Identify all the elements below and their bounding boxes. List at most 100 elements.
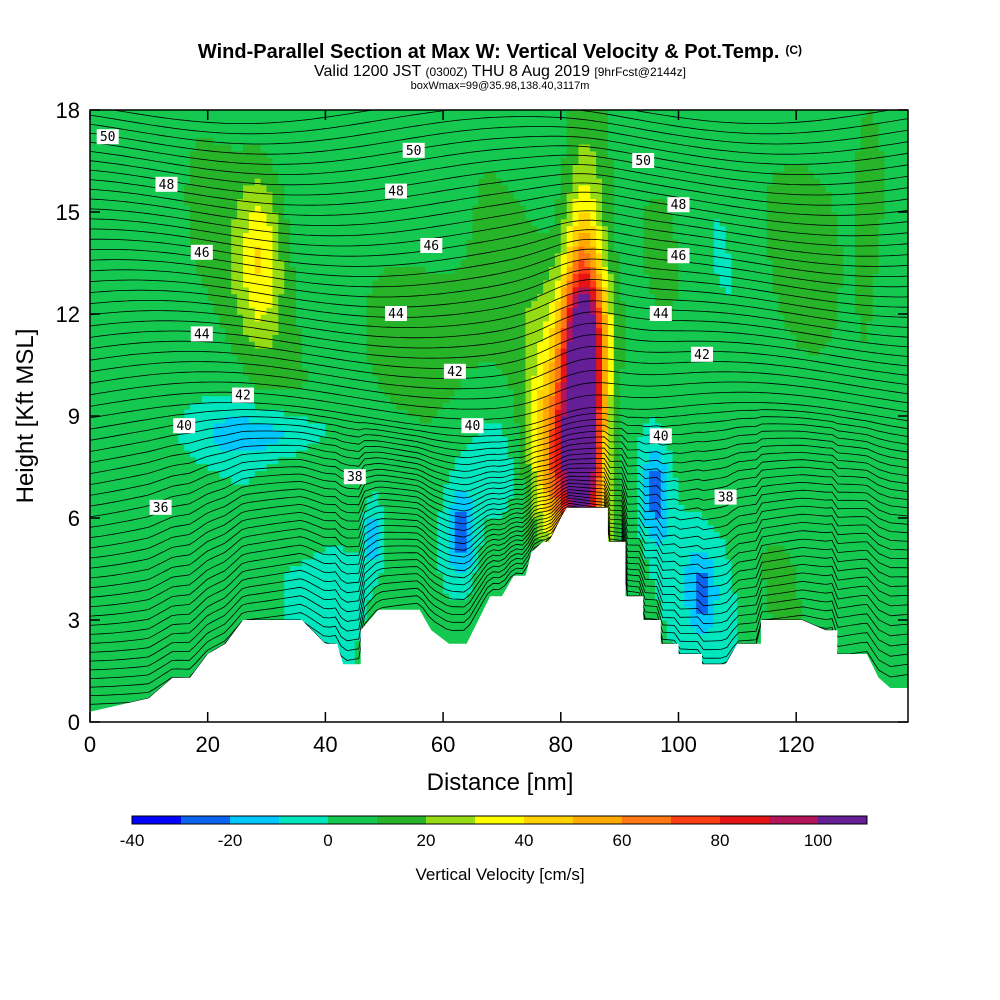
velocity-cell <box>195 137 203 274</box>
velocity-cell <box>590 314 597 471</box>
theta-contour-label: 50 <box>402 142 425 159</box>
velocity-cell <box>855 150 862 315</box>
velocity-cell <box>448 470 456 505</box>
svg-text:48: 48 <box>159 178 175 193</box>
theta-contour-label: 50 <box>632 153 655 169</box>
velocity-cell <box>484 422 491 519</box>
velocity-cell <box>713 218 721 274</box>
theta-contour-line <box>90 369 908 400</box>
velocity-cell <box>266 348 274 390</box>
velocity-cell <box>307 110 315 424</box>
y-tick-label: 3 <box>68 608 80 633</box>
velocity-cell <box>525 307 532 465</box>
velocity-cell <box>678 504 685 669</box>
svg-text:36: 36 <box>153 501 169 516</box>
y-tick-label: 0 <box>68 710 80 735</box>
velocity-cell <box>407 266 415 417</box>
velocity-cell <box>390 266 397 403</box>
velocity-cell <box>290 456 297 567</box>
velocity-cell <box>331 110 338 546</box>
velocity-cell <box>278 409 285 431</box>
velocity-cell <box>266 443 274 465</box>
velocity-cell <box>549 266 556 301</box>
velocity-cell <box>713 586 721 601</box>
velocity-cell <box>254 409 262 424</box>
velocity-cell <box>713 531 721 587</box>
velocity-cell <box>672 239 680 301</box>
velocity-cell <box>301 110 309 369</box>
velocity-cell <box>566 225 574 247</box>
velocity-cell <box>684 511 691 567</box>
velocity-cell <box>831 212 838 329</box>
chart-subtitle-box: boxWmax=99@35.98,138.40,3117m <box>411 80 590 92</box>
theta-contour-line <box>90 173 908 206</box>
velocity-cell <box>572 198 580 227</box>
velocity-cell <box>537 511 544 539</box>
theta-contour-line <box>90 442 908 485</box>
velocity-cell <box>654 110 662 199</box>
velocity-cell <box>219 110 226 145</box>
svg-text:44: 44 <box>388 307 404 322</box>
theta-contour-line <box>90 494 908 617</box>
theta-contour-line <box>90 507 908 671</box>
velocity-cell <box>549 300 556 329</box>
velocity-cell <box>554 477 562 499</box>
velocity-cell <box>272 463 279 722</box>
velocity-cell <box>549 327 556 363</box>
velocity-cell <box>319 436 326 553</box>
velocity-cell <box>649 293 656 417</box>
velocity-cell <box>366 361 374 499</box>
velocity-cell <box>660 110 668 199</box>
theta-contour-line <box>90 311 908 349</box>
velocity-cell <box>378 110 385 274</box>
velocity-cell <box>266 157 274 193</box>
velocity-cell <box>354 110 362 553</box>
velocity-cell <box>560 307 568 329</box>
velocity-cell <box>572 273 580 288</box>
velocity-cell <box>796 110 803 165</box>
velocity-cell <box>295 327 303 390</box>
velocity-cell <box>325 110 332 546</box>
velocity-cell <box>466 565 474 594</box>
velocity-cell <box>584 212 591 233</box>
velocity-cell <box>754 110 762 722</box>
velocity-cell <box>260 184 268 213</box>
velocity-cell <box>425 110 432 274</box>
theta-contour-label: 42 <box>691 346 713 363</box>
velocity-cell <box>231 293 238 356</box>
velocity-cell <box>631 110 638 722</box>
colorbar-tick-label: 0 <box>323 831 332 850</box>
colorbar-tick-label: 100 <box>804 831 832 850</box>
velocity-cell <box>802 164 809 349</box>
theta-contour-line <box>90 229 908 267</box>
colorbar: -40 -20 0 20 40 60 80 100 <box>120 815 868 850</box>
velocity-cell <box>554 497 562 512</box>
theta-contour-line <box>90 300 908 339</box>
velocity-cell <box>172 110 179 722</box>
velocity-cell <box>248 307 256 342</box>
velocity-cell <box>460 450 468 492</box>
velocity-cell <box>578 246 585 261</box>
velocity-cell <box>813 354 821 696</box>
velocity-cell <box>590 246 597 267</box>
velocity-cell <box>260 409 268 424</box>
colorbar-swatch <box>475 816 524 824</box>
velocity-cell <box>278 456 285 722</box>
velocity-cell <box>372 375 379 492</box>
svg-text:50: 50 <box>635 154 651 169</box>
velocity-cell <box>454 266 462 390</box>
velocity-cell <box>278 429 285 437</box>
velocity-cell <box>372 280 379 376</box>
theta-contour-line <box>90 489 908 598</box>
colorbar-swatch <box>769 816 818 824</box>
colorbar-swatch <box>279 816 328 824</box>
velocity-cell <box>219 450 226 478</box>
velocity-cell <box>301 382 309 417</box>
velocity-cell <box>525 110 532 220</box>
velocity-cell <box>878 110 886 152</box>
velocity-cell <box>278 388 285 410</box>
velocity-cell <box>819 184 827 349</box>
velocity-cell <box>278 110 285 186</box>
velocity-cell <box>237 484 244 722</box>
velocity-cell <box>278 184 285 261</box>
